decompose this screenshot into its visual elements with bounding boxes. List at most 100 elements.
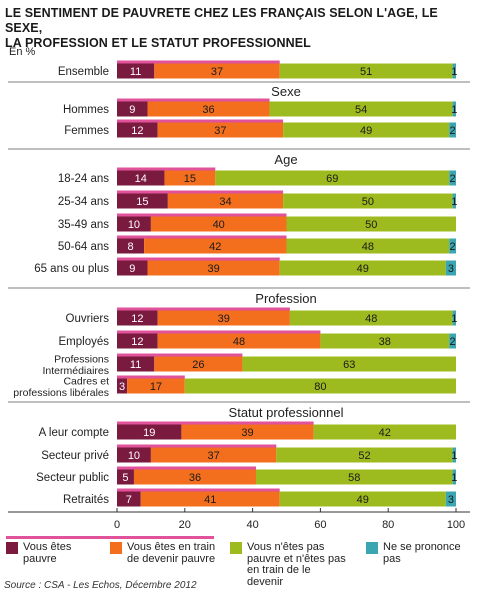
bar-segment-pas-pauvre [279,491,446,507]
bar-value-label: 10 [128,450,140,462]
bar-segment-en-train [181,424,314,440]
bar-value-label: 41 [204,494,216,506]
bar-segment-en-train [164,170,216,186]
bar-segment-pas-pauvre [320,333,450,349]
bar-value-label: 69 [326,173,338,185]
bar-segment-pas-pauvre [269,101,453,117]
bar-segment-en-train [147,101,270,117]
row-label: Cadres et [63,375,109,387]
bar-value-label: 1 [451,472,457,484]
bar-segment-pas-pauvre [283,193,453,209]
poverty-share-marker [117,444,277,448]
legend-swatch-en-train [110,542,122,554]
bar-value-label: 36 [189,472,201,484]
bar-value-label: 1 [451,450,457,462]
bar-segment-pauvre [117,491,141,507]
bar-segment-pas-pauvre [286,238,450,254]
bar-segment-en-train [157,310,290,326]
bar-segment-ne-se-prononce [452,447,456,463]
bar-segment-en-train [157,333,321,349]
poverty-share-marker [117,488,280,492]
bar-segment-pas-pauvre [276,447,453,463]
bar-segment-en-train [144,238,287,254]
bar-value-label: 48 [365,313,377,325]
group-heading: Sexe [271,84,301,99]
bar-segment-pas-pauvre [215,170,450,186]
legend-swatch-ne-se-prononce [366,542,378,554]
bar-value-label: 3 [448,263,454,275]
bar-value-label: 34 [219,196,231,208]
row-label: Secteur public [36,472,109,484]
bar-value-label: 51 [360,66,372,78]
bar-value-label: 12 [131,125,143,137]
row-label: Professions [54,353,109,365]
row-label: professions libérales [13,387,109,399]
bar-value-label: 1 [451,313,457,325]
bar-segment-pauvre [117,447,151,463]
bar-value-label: 49 [360,125,372,137]
bar-segment-en-train [157,122,284,138]
bar-value-label: 10 [128,219,140,231]
bar-value-label: 37 [214,125,226,137]
bar-segment-pas-pauvre [283,122,450,138]
bar-value-label: 50 [365,219,377,231]
bar-value-label: 1 [451,104,457,116]
bar-value-label: 17 [150,381,162,393]
bar-segment-en-train [127,378,185,394]
bar-value-label: 3 [119,381,125,393]
x-tick-label: 20 [179,519,191,531]
row-label: 35-49 ans [58,219,109,231]
bar-segment-pas-pauvre [286,216,456,232]
group-heading: Age [274,152,297,167]
bar-value-label: 2 [450,241,456,253]
bar-value-label: 2 [450,173,456,185]
source-note: Source : CSA - Les Echos, Décembre 2012 [4,580,197,591]
bar-value-label: 7 [126,494,132,506]
bar-segment-en-train [154,63,280,79]
poverty-share-marker [117,330,321,334]
bar-segment-pauvre [117,424,182,440]
poverty-share-marker [117,466,256,470]
bar-value-label: 1 [451,66,457,78]
bar-value-label: 38 [379,336,391,348]
bar-segment-ne-se-prononce [445,260,456,276]
bar-segment-ne-se-prononce [452,469,456,485]
row-label: Ensemble [58,66,109,78]
bar-segment-pauvre [117,101,148,117]
bar-value-label: 37 [207,450,219,462]
bar-segment-pas-pauvre [184,378,457,394]
bar-segment-en-train [150,447,277,463]
bar-value-label: 58 [348,472,360,484]
row-label: Secteur privé [41,450,109,462]
row-label: Intermédiaires [42,365,109,377]
bar-value-label: 12 [131,336,143,348]
bar-segment-pauvre [117,122,158,138]
legend-accent-line [6,536,214,539]
bar-value-label: 3 [448,494,454,506]
row-label: 50-64 ans [58,241,109,253]
legend-item-pauvre: Vous êtes pauvre [6,541,106,565]
bar-value-label: 54 [355,104,367,116]
row-label: 18-24 ans [58,173,109,185]
poverty-share-marker [117,98,270,102]
bar-segment-pas-pauvre [289,310,453,326]
legend-swatch-pauvre [6,542,18,554]
bar-segment-pas-pauvre [255,469,453,485]
x-tick-label: 40 [246,519,258,531]
bar-value-label: 14 [135,173,147,185]
legend-item-ne-se-prononce: Ne se prononce pas [366,541,480,565]
bar-value-label: 2 [450,125,456,137]
poverty-share-marker [117,213,287,217]
bar-segment-ne-se-prononce [452,101,456,117]
legend-label-pas-pauvre: Vous n'êtes pas pauvre et n'êtes pas en … [247,541,346,588]
poverty-share-marker [117,235,287,239]
bar-segment-pauvre [117,378,128,394]
row-label: Employés [59,336,110,348]
group-heading: Profession [255,291,316,306]
chart-title-line-1: LE SENTIMENT DE PAUVRETE CHEZ LES FRANÇA… [5,6,438,35]
bar-segment-pauvre [117,193,168,209]
bar-segment-ne-se-prononce [452,63,456,79]
bar-segment-en-train [154,356,243,372]
unit-label: En % [9,46,36,58]
bar-segment-ne-se-prononce [449,238,456,254]
